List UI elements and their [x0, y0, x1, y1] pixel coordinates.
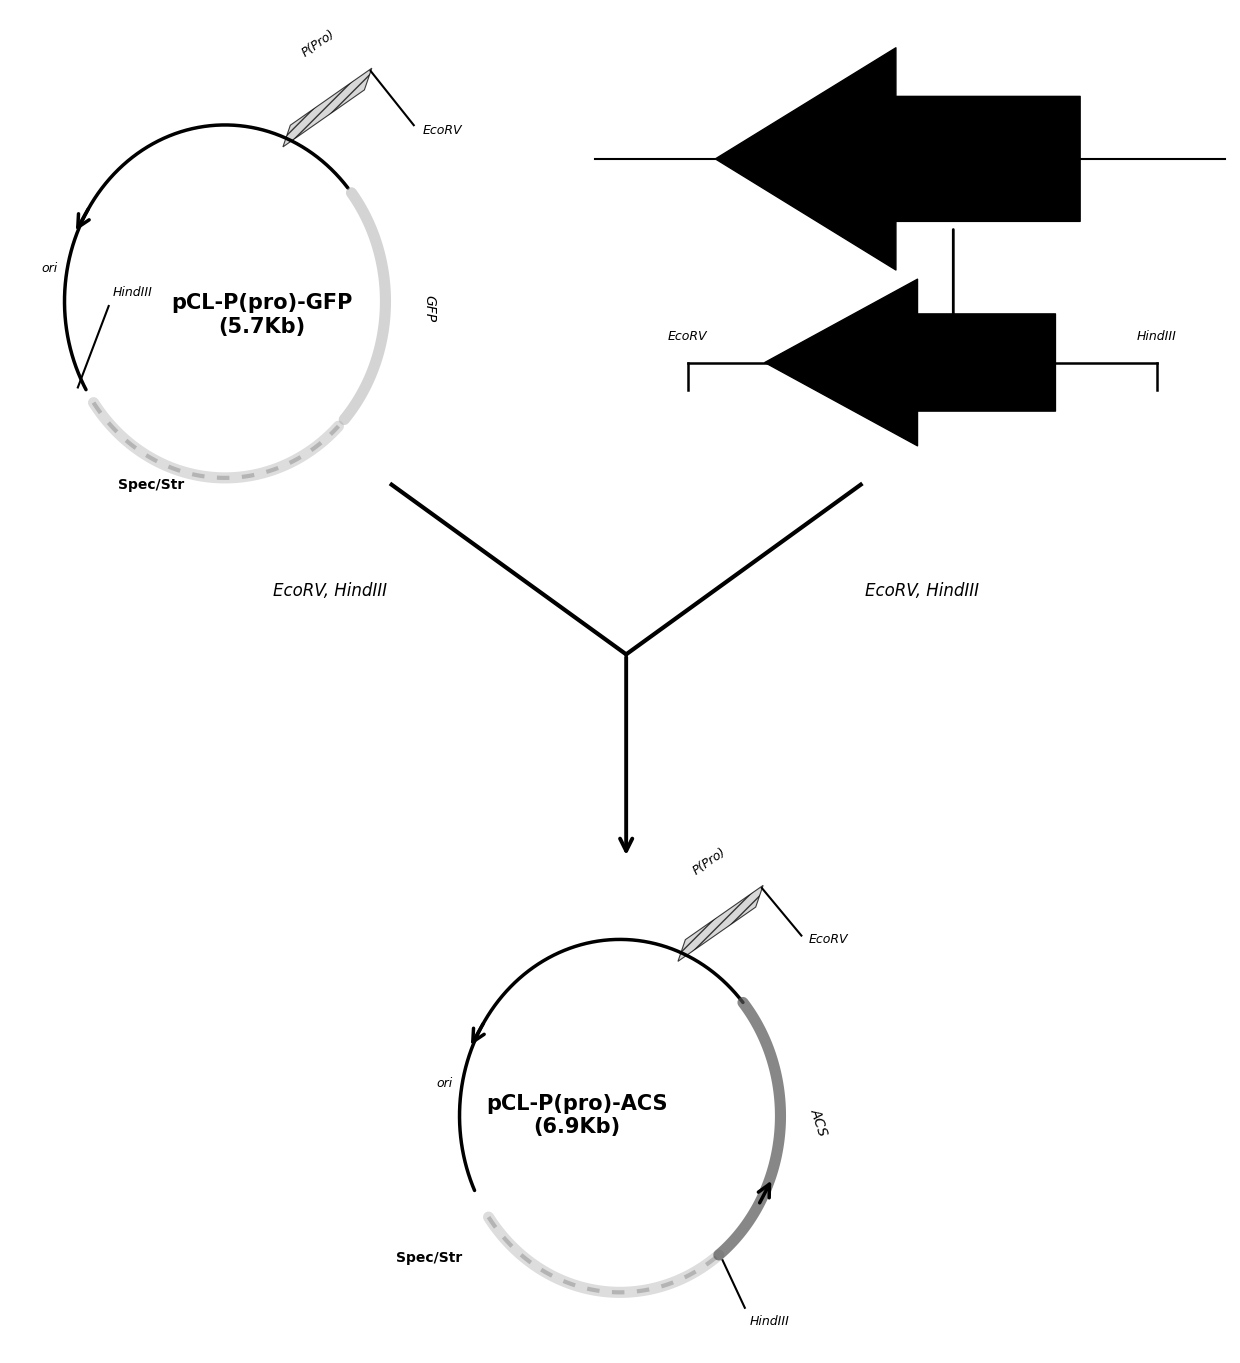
Polygon shape: [678, 886, 763, 961]
Text: P(Pro): P(Pro): [299, 27, 337, 60]
Text: EcoRV: EcoRV: [808, 934, 848, 946]
Text: ACS: ACS: [807, 1107, 830, 1138]
Text: EcoRV: EcoRV: [423, 124, 463, 138]
Text: EcoRV, HindIII: EcoRV, HindIII: [866, 582, 980, 600]
Text: HindIII: HindIII: [113, 286, 153, 300]
Text: pCL-P(pro)-GFP
(5.7Kb): pCL-P(pro)-GFP (5.7Kb): [171, 293, 352, 337]
Text: HindIII: HindIII: [1137, 330, 1177, 343]
Text: P(Pro): P(Pro): [691, 845, 728, 878]
Text: GFP: GFP: [423, 294, 436, 322]
Text: EcoRV, HindIII: EcoRV, HindIII: [273, 582, 387, 600]
Text: EcoRV: EcoRV: [668, 330, 708, 343]
Text: ACS: ACS: [875, 188, 920, 209]
Text: Spec/Str: Spec/Str: [118, 477, 184, 492]
Text: ori: ori: [436, 1077, 453, 1090]
Text: pCL-P(pro)-ACS
(6.9Kb): pCL-P(pro)-ACS (6.9Kb): [486, 1094, 667, 1138]
Text: HindIII: HindIII: [750, 1314, 790, 1328]
Polygon shape: [283, 68, 372, 147]
Text: Spec/Str: Spec/Str: [396, 1251, 461, 1265]
Text: ori: ori: [41, 263, 57, 275]
Text: ACS: ACS: [903, 369, 942, 388]
